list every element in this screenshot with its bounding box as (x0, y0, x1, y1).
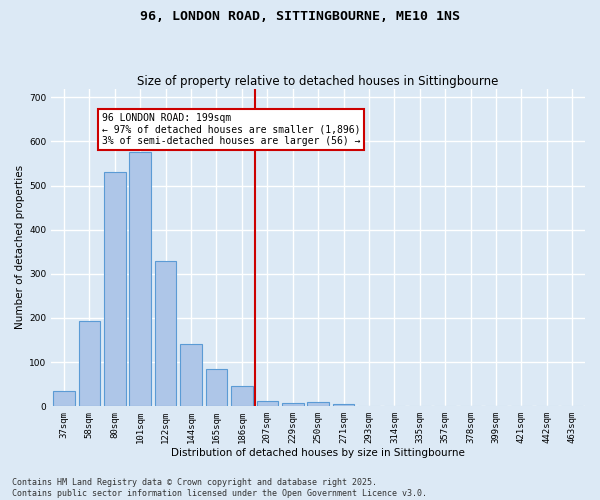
Text: Contains HM Land Registry data © Crown copyright and database right 2025.
Contai: Contains HM Land Registry data © Crown c… (12, 478, 427, 498)
X-axis label: Distribution of detached houses by size in Sittingbourne: Distribution of detached houses by size … (171, 448, 465, 458)
Y-axis label: Number of detached properties: Number of detached properties (15, 166, 25, 330)
Title: Size of property relative to detached houses in Sittingbourne: Size of property relative to detached ho… (137, 76, 499, 88)
Bar (282, 402, 304, 406)
Bar (104, 172, 125, 406)
Bar (155, 260, 176, 406)
Bar (53, 391, 75, 406)
Bar (79, 321, 100, 406)
Bar (333, 404, 355, 406)
Text: 96 LONDON ROAD: 199sqm
← 97% of detached houses are smaller (1,896)
3% of semi-d: 96 LONDON ROAD: 199sqm ← 97% of detached… (102, 113, 361, 146)
Bar (231, 386, 253, 406)
Bar (307, 402, 329, 406)
Bar (257, 401, 278, 406)
Bar (206, 368, 227, 406)
Bar (130, 152, 151, 406)
Bar (180, 344, 202, 406)
Text: 96, LONDON ROAD, SITTINGBOURNE, ME10 1NS: 96, LONDON ROAD, SITTINGBOURNE, ME10 1NS (140, 10, 460, 23)
